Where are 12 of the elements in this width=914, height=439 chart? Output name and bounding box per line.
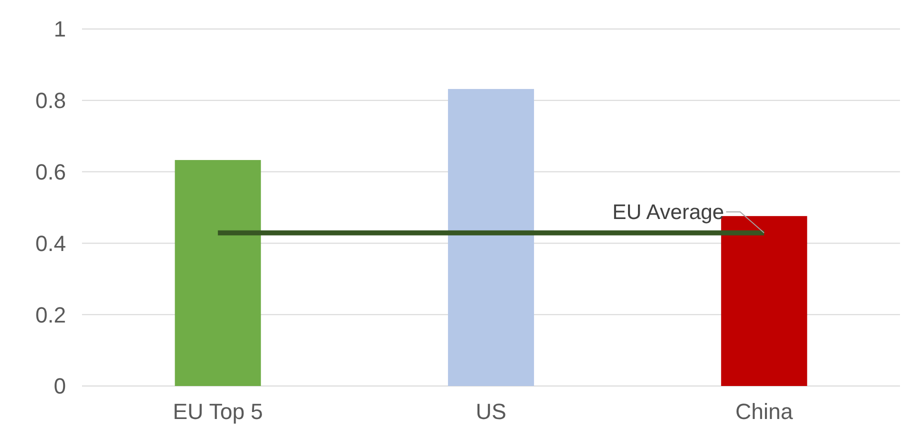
y-tick-label: 0.6: [35, 160, 66, 184]
series-label: EU Average: [612, 200, 724, 224]
bar: [174, 160, 261, 386]
y-tick-label: 1: [54, 16, 66, 42]
x-tick-label: US: [476, 399, 506, 424]
y-tick-label: 0: [54, 374, 66, 399]
y-tick-label: 0.4: [35, 230, 66, 256]
bar: [448, 88, 534, 386]
y-tick-label: 0.8: [35, 88, 66, 114]
x-tick-label: China: [735, 399, 794, 424]
x-tick-label: EU Top 5: [172, 399, 263, 424]
y-tick-label: 0.2: [35, 302, 66, 328]
